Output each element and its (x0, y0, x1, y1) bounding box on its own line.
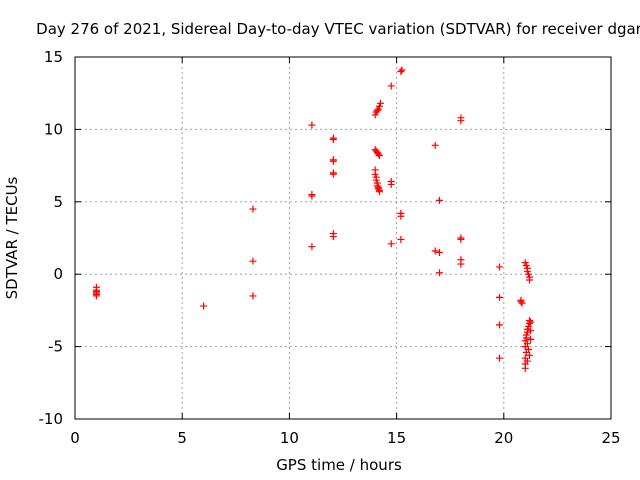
data-point (496, 354, 504, 362)
data-point (92, 292, 100, 300)
data-point (377, 99, 385, 107)
y-tick-label: 10 (44, 120, 63, 138)
data-point (329, 170, 337, 178)
x-tick-label: 5 (177, 429, 187, 447)
data-points (92, 66, 535, 372)
chart-title: Day 276 of 2021, Sidereal Day-to-day VTE… (36, 20, 640, 38)
x-tick-label: 20 (494, 429, 513, 447)
data-point (387, 180, 395, 188)
data-point (496, 293, 504, 301)
y-tick-label: -10 (39, 410, 64, 428)
data-point (387, 82, 395, 90)
data-point (457, 235, 465, 243)
data-point (373, 107, 381, 115)
data-point (397, 67, 405, 75)
x-tick-label: 15 (387, 429, 406, 447)
y-tick-label: 0 (53, 265, 63, 283)
data-point (387, 240, 395, 248)
data-point (457, 260, 465, 268)
data-point (249, 257, 257, 265)
data-point (518, 299, 526, 307)
axis-ticks (74, 56, 612, 420)
data-point (397, 235, 405, 243)
tick-labels: 0 5 10 15 20 25 -10 -5 0 5 10 15 (39, 48, 621, 447)
data-point (397, 212, 405, 220)
data-point (527, 327, 535, 335)
x-tick-label: 25 (601, 429, 620, 447)
y-tick-label: 15 (44, 48, 63, 66)
data-point (527, 335, 535, 343)
data-point (374, 150, 382, 158)
data-point (526, 276, 534, 284)
data-point (435, 269, 443, 277)
y-tick-label: -5 (48, 338, 63, 356)
data-point (375, 151, 383, 159)
data-point (496, 321, 504, 329)
data-point (431, 141, 439, 149)
data-point (435, 248, 443, 256)
data-point (249, 292, 257, 300)
data-point (496, 263, 504, 271)
data-point (375, 188, 383, 196)
data-point (308, 121, 316, 129)
data-point (521, 364, 529, 372)
x-axis-label: GPS time / hours (276, 456, 402, 474)
data-point (308, 192, 316, 200)
data-point (398, 66, 406, 74)
data-point (329, 136, 337, 144)
x-tick-label: 0 (70, 429, 80, 447)
data-point (329, 233, 337, 241)
data-point (200, 302, 208, 310)
y-axis-label: SDTVAR / TECUs (3, 176, 21, 299)
data-point (435, 196, 443, 204)
data-point (527, 318, 535, 326)
x-tick-label: 10 (280, 429, 299, 447)
data-point (308, 243, 316, 251)
data-point (431, 247, 439, 255)
data-point (329, 157, 337, 165)
data-point (517, 298, 525, 306)
y-tick-label: 5 (53, 193, 63, 211)
data-point (249, 205, 257, 213)
grid-lines (75, 57, 611, 419)
plot-frame (74, 56, 612, 420)
data-point (526, 351, 534, 359)
data-point (457, 117, 465, 125)
